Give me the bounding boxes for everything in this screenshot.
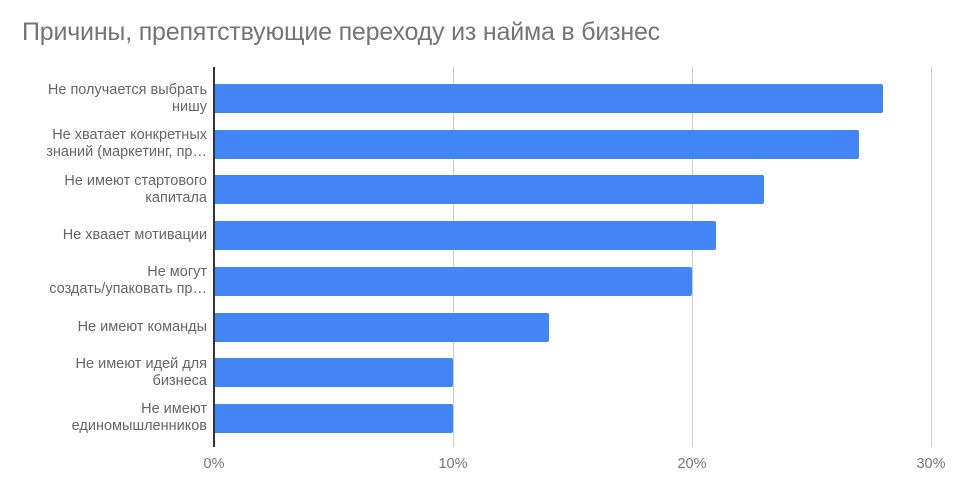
category-label-line: Не могут — [147, 264, 207, 280]
category-label-line: Не хваает мотивации — [62, 227, 207, 243]
category-label: Не имеют идей для бизнеса — [7, 356, 207, 390]
bar[interactable] — [214, 267, 692, 296]
gridline — [692, 67, 693, 447]
category-label-line: Не имеют идей для — [75, 356, 207, 372]
category-label-line: создать/упаковать пр… — [49, 281, 207, 297]
category-label-line: капитала — [145, 190, 207, 206]
bar[interactable] — [214, 358, 453, 387]
x-tick-label: 10% — [438, 456, 468, 472]
gridline — [453, 67, 454, 447]
category-label-line: знаний (маркетинг, пр… — [46, 144, 207, 160]
category-label-line: нишу — [172, 99, 207, 115]
bar[interactable] — [214, 313, 549, 342]
bar[interactable] — [214, 175, 764, 204]
category-label-line: Не имеют — [141, 401, 207, 417]
x-tick-label: 30% — [916, 456, 946, 472]
category-label: Не имеют команды — [7, 319, 207, 336]
bar[interactable] — [214, 130, 859, 159]
category-label-line: Не имеют команды — [77, 319, 207, 335]
category-label: Не имеют единомышленников — [7, 401, 207, 435]
category-label: Не хватает конкретных знаний (маркетинг, … — [7, 127, 207, 161]
x-tick-label: 20% — [677, 456, 707, 472]
category-label-line: единомышленников — [71, 418, 207, 434]
category-label-line: Не имеют стартового — [64, 173, 207, 189]
category-label-line: Не получается выбрать — [47, 82, 207, 98]
category-label-line: бизнеса — [152, 373, 207, 389]
y-axis-line — [213, 67, 215, 447]
chart-title: Причины, препятствующие переходу из найм… — [22, 18, 660, 46]
category-label-line: Не хватает конкретных — [52, 127, 207, 143]
category-label: Не могут создать/упаковать пр… — [7, 264, 207, 298]
category-label: Не получается выбрать нишу — [7, 82, 207, 116]
bar[interactable] — [214, 221, 716, 250]
category-label: Не имеют стартового капитала — [7, 173, 207, 207]
gridline — [931, 67, 932, 447]
bar[interactable] — [214, 84, 883, 113]
x-tick-label: 0% — [203, 456, 225, 472]
category-label: Не хваает мотивации — [7, 227, 207, 244]
bar[interactable] — [214, 404, 453, 433]
